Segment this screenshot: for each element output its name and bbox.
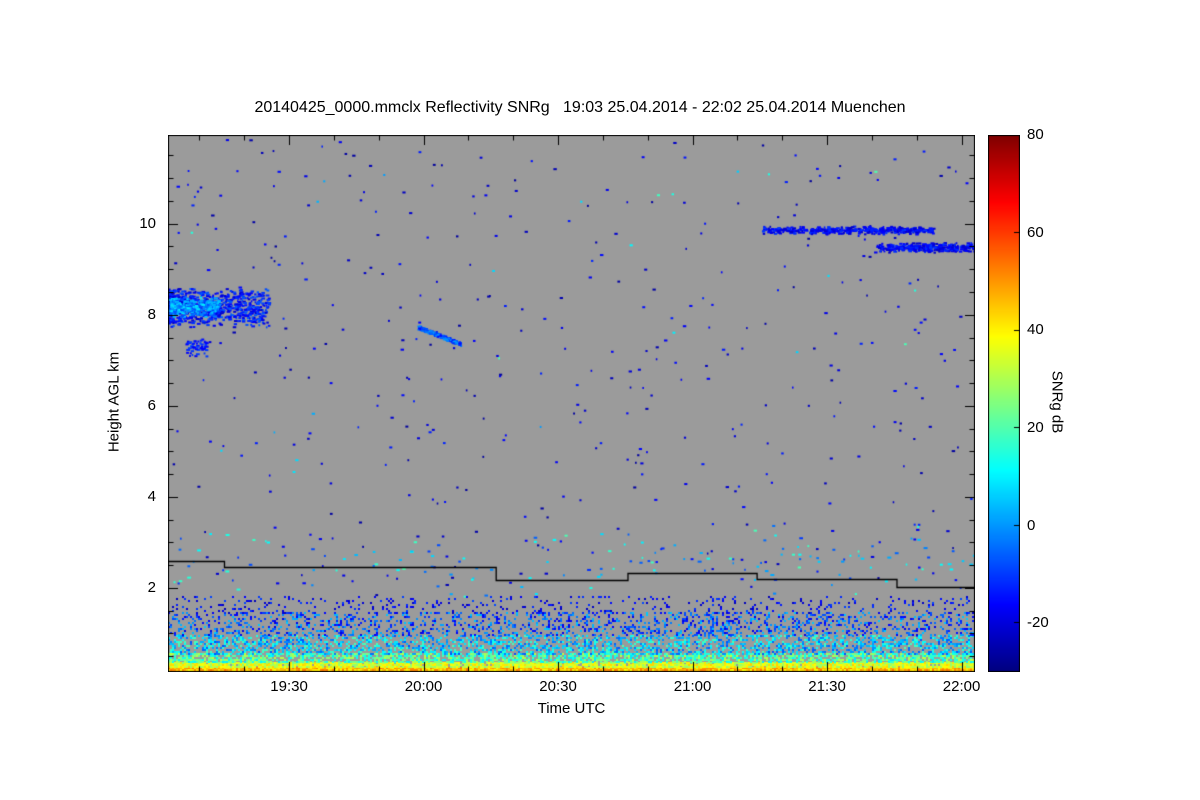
colorbar-canvas: [988, 135, 1020, 672]
colorbar-tick-label: 60: [1027, 223, 1044, 241]
colorbar-label: SNRg dB: [1048, 370, 1066, 434]
colorbar-tick-label: 20: [1027, 418, 1044, 436]
y-tick-label: 10: [139, 214, 156, 232]
y-tick-label: 4: [147, 487, 156, 505]
y-tick-label: 6: [147, 396, 156, 414]
heatmap-canvas: [168, 135, 975, 672]
x-tick-label: 20:00: [404, 678, 443, 695]
y-tick-label: 2: [147, 578, 156, 596]
y-tick-label: 8: [147, 305, 156, 323]
x-tick-label: 21:00: [673, 678, 712, 695]
x-tick-label: 21:30: [808, 678, 846, 695]
x-tick-label: 22:00: [942, 678, 981, 695]
colorbar-tick-label: 80: [1027, 126, 1044, 143]
plot-title: 20140425_0000.mmclx Reflectivity SNRg 19…: [254, 99, 906, 116]
colorbar-tick-label: -20: [1027, 614, 1049, 632]
x-tick-label: 20:30: [539, 678, 577, 695]
colorbar-tick-label: 0: [1027, 516, 1036, 534]
colorbar-tick-label: 40: [1027, 321, 1044, 339]
x-tick-label: 19:30: [270, 678, 308, 695]
x-axis-label: Time UTC: [537, 700, 606, 717]
